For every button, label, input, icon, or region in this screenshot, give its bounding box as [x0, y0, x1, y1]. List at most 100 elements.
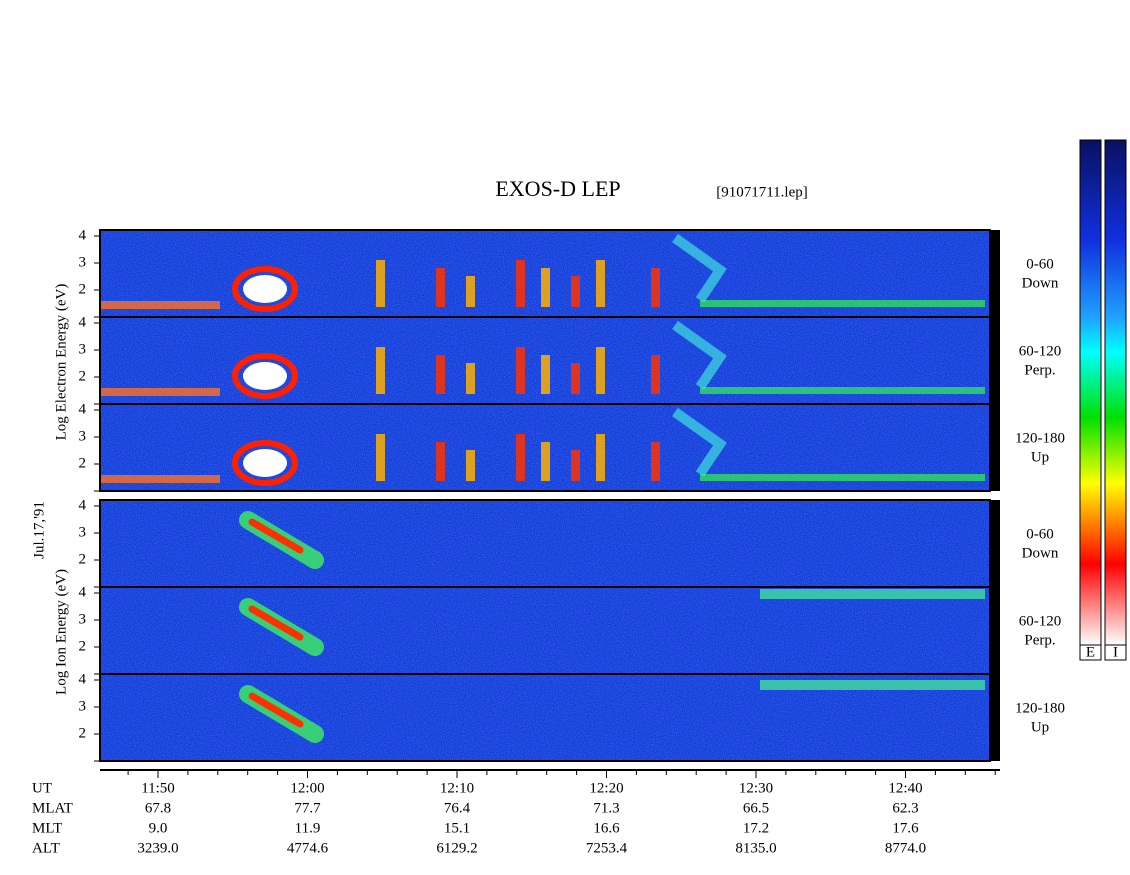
energy-tick-label: 2 [79, 455, 87, 471]
row-value: 76.4 [444, 800, 471, 816]
direction-label: Down [1022, 275, 1059, 291]
row-value: 12:40 [888, 780, 922, 796]
feature [516, 434, 525, 481]
pitch-label: 0-60 [1026, 256, 1054, 272]
energy-tick-label: 4 [79, 314, 87, 330]
row-value: 9.0 [149, 820, 168, 836]
feature [466, 363, 475, 394]
energy-tick-label: 2 [79, 281, 87, 297]
feature [700, 387, 985, 394]
row-value: 71.3 [593, 800, 619, 816]
direction-label: Perp. [1024, 362, 1055, 378]
row-name: MLT [32, 820, 62, 836]
pitch-label: 60-120 [1019, 613, 1062, 629]
feature [596, 347, 605, 394]
feature [376, 260, 385, 307]
pitch-label: 120-180 [1015, 700, 1065, 716]
energy-tick-label: 2 [79, 725, 87, 741]
colorbar [1104, 139, 1127, 646]
dark-strip [990, 230, 1000, 317]
feature [100, 388, 220, 396]
electron-axis-label: Log Electron Energy (eV) [53, 284, 69, 441]
feature [700, 300, 985, 307]
direction-label: Perp. [1024, 632, 1055, 648]
row-value: 62.3 [892, 800, 918, 816]
feature [541, 355, 550, 394]
direction-label: Down [1022, 545, 1059, 561]
panel-frame [99, 403, 991, 492]
direction-label: Up [1031, 719, 1049, 735]
energy-tick-label: 3 [79, 698, 87, 714]
colorbar [1079, 139, 1102, 646]
row-value: 11:50 [141, 780, 175, 796]
file-name: [91071711.lep] [716, 184, 808, 200]
row-name: ALT [32, 840, 60, 856]
pitch-label: 60-120 [1019, 343, 1062, 359]
feature [243, 362, 287, 390]
energy-tick-label: 3 [79, 428, 87, 444]
feature [243, 449, 287, 477]
colorbar-box [1104, 644, 1127, 661]
row-value: 3239.0 [137, 840, 178, 856]
feature [651, 268, 660, 307]
energy-tick-label: 2 [79, 551, 87, 567]
feature [466, 450, 475, 481]
dark-strip [990, 404, 1000, 491]
dark-strip [990, 674, 1000, 761]
feature [436, 355, 445, 394]
feature [100, 301, 220, 309]
feature [248, 518, 304, 554]
energy-tick-label: 2 [79, 638, 87, 654]
energy-tick-label: 3 [79, 341, 87, 357]
row-value: 12:20 [589, 780, 623, 796]
feature [232, 353, 298, 399]
panel-frame [99, 673, 991, 762]
row-value: 66.5 [743, 800, 769, 816]
energy-tick-label: 4 [79, 227, 87, 243]
feature [672, 407, 727, 477]
spectrogram-noise [100, 500, 990, 587]
row-value: 11.9 [295, 820, 321, 836]
row-value: 12:30 [739, 780, 773, 796]
energy-tick-label: 2 [79, 368, 87, 384]
row-value: 8774.0 [885, 840, 926, 856]
row-value: 77.7 [294, 800, 321, 816]
energy-tick-label: 3 [79, 611, 87, 627]
spectrogram-noise [100, 587, 990, 674]
row-value: 8135.0 [735, 840, 776, 856]
date-label: Jul.17,'91 [31, 501, 47, 559]
energy-tick-label: 3 [79, 524, 87, 540]
feature [232, 440, 298, 486]
pitch-label: 0-60 [1026, 526, 1054, 542]
feature [466, 276, 475, 307]
dark-strip [990, 317, 1000, 404]
feature [436, 268, 445, 307]
feature [760, 589, 985, 599]
feature [541, 442, 550, 481]
energy-tick-label: 3 [79, 254, 87, 270]
row-value: 12:10 [440, 780, 474, 796]
feature [248, 605, 304, 641]
energy-tick-label: 4 [79, 584, 87, 600]
pitch-label: 120-180 [1015, 430, 1065, 446]
row-name: MLAT [32, 800, 73, 816]
row-value: 17.6 [892, 820, 919, 836]
energy-tick-label: 4 [79, 497, 87, 513]
feature [100, 475, 220, 483]
feature [651, 355, 660, 394]
row-value: 67.8 [145, 800, 171, 816]
row-value: 4774.6 [287, 840, 329, 856]
energy-tick-label: 4 [79, 671, 87, 687]
row-value: 16.6 [593, 820, 620, 836]
feature [541, 268, 550, 307]
feature [672, 320, 727, 390]
feature [672, 233, 727, 303]
feature [571, 363, 580, 394]
row-value: 6129.2 [436, 840, 477, 856]
feature [651, 442, 660, 481]
colorbar-box [1079, 644, 1102, 661]
feature [376, 347, 385, 394]
feature [376, 434, 385, 481]
feature [516, 260, 525, 307]
